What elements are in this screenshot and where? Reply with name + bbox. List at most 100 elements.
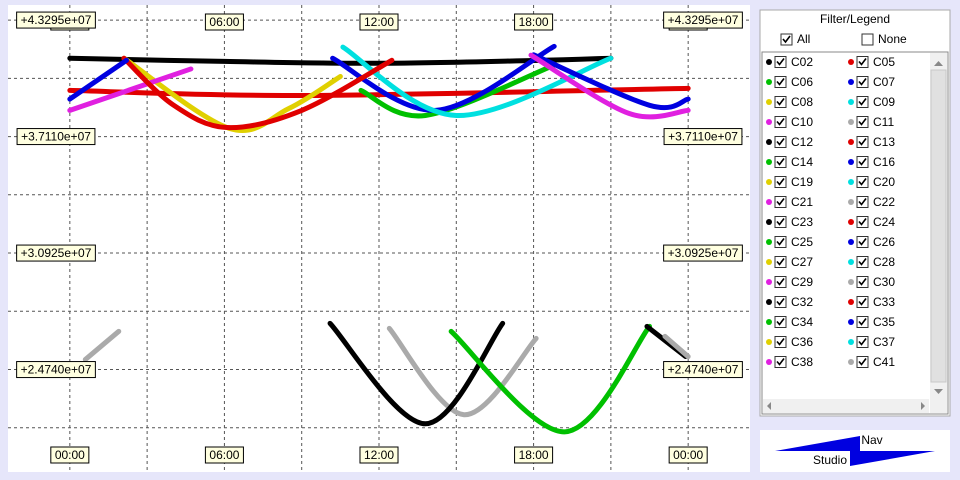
legend-checkbox[interactable] bbox=[774, 56, 787, 68]
series-line bbox=[327, 320, 506, 427]
none-label[interactable]: None bbox=[878, 32, 907, 46]
check-mark bbox=[776, 58, 785, 66]
legend-label[interactable]: C23 bbox=[791, 215, 813, 229]
legend-checkbox[interactable] bbox=[774, 336, 787, 348]
legend-checkbox[interactable] bbox=[774, 256, 787, 268]
legend-label[interactable]: C26 bbox=[873, 235, 895, 249]
x-tick-label-top-box bbox=[204, 13, 244, 31]
series-line bbox=[386, 325, 539, 418]
y-tick-label: +2.4740e+07 bbox=[21, 363, 92, 377]
legend-checkbox[interactable] bbox=[856, 136, 869, 148]
legend-checkbox[interactable] bbox=[856, 336, 869, 348]
legend-checkbox[interactable] bbox=[856, 356, 869, 368]
legend-label[interactable]: C06 bbox=[791, 75, 813, 89]
series-line bbox=[121, 55, 343, 133]
scroll-right[interactable] bbox=[921, 402, 925, 410]
legend-label[interactable]: C37 bbox=[873, 335, 895, 349]
y-tick-label-box bbox=[16, 128, 96, 146]
legend-label[interactable]: C36 bbox=[791, 335, 813, 349]
scroll-down[interactable] bbox=[934, 389, 943, 394]
legend-label[interactable]: C09 bbox=[873, 95, 895, 109]
legend-label[interactable]: C08 bbox=[791, 95, 813, 109]
legend-label[interactable]: C05 bbox=[873, 55, 895, 69]
legend-label[interactable]: C32 bbox=[791, 295, 813, 309]
legend-checkbox[interactable] bbox=[856, 236, 869, 248]
check-mark bbox=[858, 298, 867, 306]
legend-label[interactable]: C07 bbox=[873, 75, 895, 89]
legend-label[interactable]: C34 bbox=[791, 315, 813, 329]
legend-checkbox[interactable] bbox=[856, 56, 869, 68]
legend-marker bbox=[766, 339, 772, 345]
legend-label[interactable]: C02 bbox=[791, 55, 813, 69]
legend-checkbox[interactable] bbox=[774, 76, 787, 88]
legend-label[interactable]: C33 bbox=[873, 295, 895, 309]
legend-checkbox[interactable] bbox=[774, 136, 787, 148]
legend-checkbox[interactable] bbox=[856, 176, 869, 188]
legend-marker bbox=[848, 279, 854, 285]
y-tick-label-box bbox=[16, 244, 96, 262]
legend-label[interactable]: C41 bbox=[873, 355, 895, 369]
legend-label[interactable]: C11 bbox=[873, 115, 894, 129]
legend-label[interactable]: C30 bbox=[873, 275, 895, 289]
x-tick-label: 18:00 bbox=[519, 448, 549, 462]
scroll-left[interactable] bbox=[767, 402, 771, 410]
legend-label[interactable]: C10 bbox=[791, 115, 813, 129]
legend-checkbox[interactable] bbox=[856, 256, 869, 268]
none-checkbox[interactable] bbox=[861, 33, 874, 46]
legend-checkbox[interactable] bbox=[856, 76, 869, 88]
legend-label[interactable]: C12 bbox=[791, 135, 813, 149]
legend-checkbox[interactable] bbox=[774, 356, 787, 368]
legend-marker bbox=[766, 299, 772, 305]
all-checkbox[interactable] bbox=[780, 33, 793, 46]
legend-checkbox[interactable] bbox=[774, 216, 787, 228]
legend-checkbox[interactable] bbox=[856, 116, 869, 128]
legend-label[interactable]: C16 bbox=[873, 155, 895, 169]
y-tick-label: +3.7110e+07 bbox=[21, 130, 91, 144]
legend-checkbox[interactable] bbox=[856, 156, 869, 168]
legend-checkbox[interactable] bbox=[774, 196, 787, 208]
check-mark bbox=[858, 198, 867, 206]
legend-label[interactable]: C14 bbox=[791, 155, 813, 169]
legend-checkbox[interactable] bbox=[856, 276, 869, 288]
legend-marker bbox=[848, 159, 854, 165]
check-mark bbox=[858, 98, 867, 106]
legend-checkbox[interactable] bbox=[774, 316, 787, 328]
legend-marker bbox=[766, 59, 772, 65]
series-line bbox=[528, 52, 691, 120]
legend-checkbox[interactable] bbox=[856, 196, 869, 208]
x-tick-label: 06:00 bbox=[209, 448, 239, 462]
legend-label[interactable]: C28 bbox=[873, 255, 895, 269]
legend-label[interactable]: C21 bbox=[791, 195, 813, 209]
legend-checkbox[interactable] bbox=[856, 316, 869, 328]
legend-label[interactable]: C35 bbox=[873, 315, 895, 329]
legend-checkbox[interactable] bbox=[774, 116, 787, 128]
legend-label[interactable]: C20 bbox=[873, 175, 895, 189]
check-mark bbox=[776, 358, 785, 366]
legend-checkbox[interactable] bbox=[856, 296, 869, 308]
all-label[interactable]: All bbox=[797, 32, 810, 46]
legend-checkbox[interactable] bbox=[774, 176, 787, 188]
legend-marker bbox=[848, 59, 854, 65]
y-tick-label-right: +2.4740e+07 bbox=[668, 363, 739, 377]
legend-label[interactable]: C22 bbox=[873, 195, 895, 209]
legend-label[interactable]: C24 bbox=[873, 215, 895, 229]
legend-checkbox[interactable] bbox=[774, 276, 787, 288]
legend-checkbox[interactable] bbox=[774, 96, 787, 108]
legend-checkbox[interactable] bbox=[774, 296, 787, 308]
legend-checkbox[interactable] bbox=[856, 96, 869, 108]
legend-checkbox[interactable] bbox=[774, 156, 787, 168]
legend-label[interactable]: C38 bbox=[791, 355, 813, 369]
legend-label[interactable]: C29 bbox=[791, 275, 813, 289]
h-scrollbar[interactable] bbox=[763, 399, 929, 413]
legend-label[interactable]: C19 bbox=[791, 175, 813, 189]
legend-label[interactable]: C27 bbox=[791, 255, 813, 269]
legend-label[interactable]: C25 bbox=[791, 235, 813, 249]
logo-shape-right bbox=[850, 451, 935, 466]
scroll-up[interactable] bbox=[934, 61, 943, 66]
legend-label[interactable]: C13 bbox=[873, 135, 895, 149]
y-tick-label-right-box bbox=[663, 11, 743, 29]
scroll-thumb[interactable] bbox=[930, 69, 947, 383]
legend-checkbox[interactable] bbox=[774, 236, 787, 248]
legend-checkbox[interactable] bbox=[856, 216, 869, 228]
plot-area bbox=[8, 5, 750, 472]
